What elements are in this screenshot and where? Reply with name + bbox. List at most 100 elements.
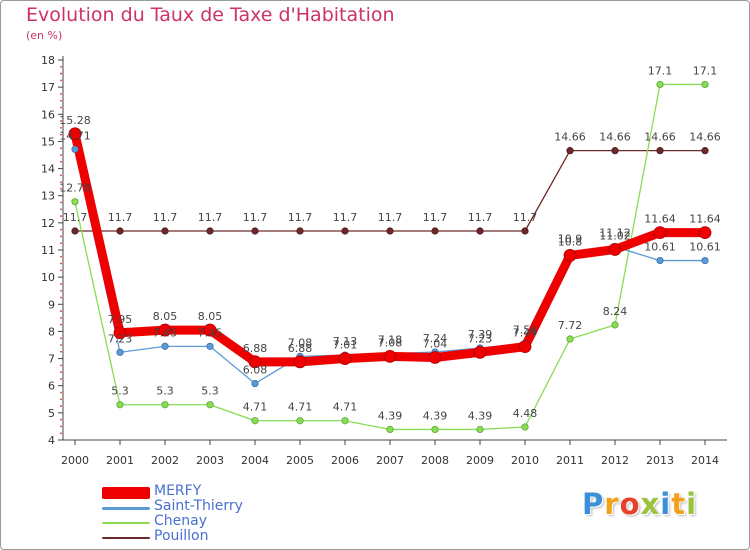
data-point-saint-thierry [71,145,79,153]
x-tick-label: 2001 [106,454,134,467]
y-minor-tick [60,418,62,421]
data-label-saint-thierry: 11.12 [599,227,631,240]
y-minor-tick [60,154,62,156]
y-minor-tick [60,432,62,435]
legend-label: Pouillon [154,528,209,544]
x-tick-label: 2010 [511,454,539,467]
y-tick-label: 17 [41,81,55,94]
logo-letter: x [640,487,661,521]
data-label-pouillon: 14.66 [689,131,721,144]
data-label-pouillon: 11.7 [153,211,178,224]
x-tick-label: 2007 [376,454,404,467]
y-minor-tick [60,283,62,285]
data-point-chenay [566,335,574,343]
data-point-pouillon [611,147,619,155]
y-minor-tick [60,188,62,190]
y-tick-label: 13 [41,190,55,203]
data-point-merfy [698,226,712,240]
data-label-saint-thierry: 10.9 [558,233,583,246]
data-label-merfy: 7.95 [108,313,133,326]
x-tick-label: 2008 [421,454,449,467]
data-point-merfy [293,355,307,369]
y-minor-tick [60,323,62,326]
x-tick-label: 2009 [466,454,494,467]
x-tick-label: 2002 [151,454,179,467]
data-label-pouillon: 11.7 [468,211,493,224]
x-tick-label: 2011 [556,454,584,467]
data-point-pouillon [206,227,214,235]
data-point-merfy [113,326,127,340]
logo-letter: o [619,487,641,521]
y-minor-tick [60,147,62,150]
data-label-saint-thierry: 10.61 [689,241,721,254]
y-tick-label: 15 [41,135,55,148]
legend-swatch [102,506,150,510]
y-minor-tick [60,242,62,245]
data-point-pouillon [701,147,709,155]
data-label-chenay: 4.71 [333,401,358,414]
y-tick-label: 10 [41,271,55,284]
data-label-chenay: 4.39 [468,409,493,422]
data-label-merfy: 6.88 [243,342,268,355]
x-tick-label: 2013 [646,454,674,467]
data-label-pouillon: 11.7 [63,211,88,224]
data-label-pouillon: 14.66 [599,131,631,144]
y-minor-tick [60,208,62,211]
data-point-pouillon [476,227,484,235]
data-label-pouillon: 14.66 [644,131,676,144]
legend-item: MERFY [102,483,402,501]
x-tick-label: 2012 [601,454,629,467]
data-point-pouillon [656,147,664,155]
x-tick-label: 2004 [241,454,269,467]
y-minor-tick [60,235,62,238]
data-point-pouillon [431,227,439,235]
data-point-saint-thierry [206,342,214,350]
legend-label: Saint-Thierry [154,498,243,514]
data-label-pouillon: 11.7 [243,211,268,224]
data-label-saint-thierry: 7.13 [333,335,358,348]
y-tick-label: 7 [48,353,55,366]
y-minor-tick [60,364,62,367]
logo-letter: t [671,487,687,521]
data-label-chenay: 4.39 [378,409,403,422]
y-minor-tick [60,255,62,258]
data-point-chenay [701,80,709,89]
data-point-chenay [296,417,304,425]
logo-letter: P [582,487,605,521]
y-tick-label: 8 [48,325,55,338]
data-point-merfy [473,345,487,359]
legend-swatch [102,487,150,499]
y-minor-tick [60,93,62,95]
data-point-merfy [608,243,622,256]
data-label-saint-thierry: 14.71 [59,129,91,142]
data-label-saint-thierry: 7.24 [423,332,448,345]
y-minor-tick [60,181,62,184]
y-minor-tick [60,72,62,75]
legend-swatch [102,522,150,524]
data-label-saint-thierry: 7.39 [468,328,493,341]
data-point-chenay [611,321,619,329]
data-point-pouillon [566,147,574,155]
data-label-merfy: 10.8 [558,235,583,248]
data-label-chenay: 7.72 [558,319,583,332]
y-minor-tick [60,79,62,82]
data-point-merfy [338,352,352,365]
data-label-chenay: 12.78 [59,182,91,195]
y-tick-label: 16 [41,108,55,121]
legend-swatch [102,537,150,539]
data-point-merfy [158,323,172,337]
y-tick-label: 6 [48,380,55,393]
data-label-pouillon: 11.7 [333,211,358,224]
data-label-chenay: 4.71 [243,401,268,414]
y-minor-tick [60,405,62,407]
y-minor-tick [60,126,62,129]
data-point-chenay [431,425,439,434]
y-minor-tick [60,350,62,353]
legend-label: Chenay [154,513,207,529]
data-point-pouillon [161,227,169,235]
legend-label: MERFY [154,483,202,499]
data-label-merfy: 8.05 [198,310,223,323]
y-tick-label: 9 [48,298,55,311]
data-label-saint-thierry: 7.45 [198,326,223,339]
